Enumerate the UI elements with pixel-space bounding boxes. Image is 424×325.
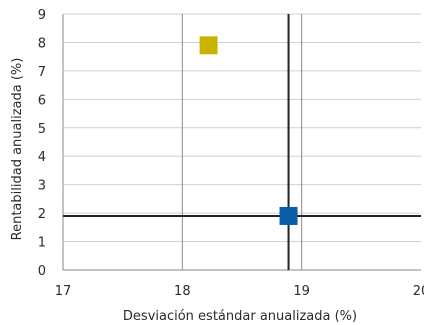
y-tick-label: 5: [38, 122, 46, 137]
y-tick-label: 4: [38, 150, 46, 165]
grid: [63, 13, 421, 270]
y-axis-title: Rentabilidad anualizada (%): [10, 58, 25, 241]
y-tick-label: 2: [38, 207, 46, 222]
y-tick-label: 7: [38, 65, 46, 80]
x-tick-label: 20: [413, 284, 424, 299]
reference-lines: [63, 14, 421, 270]
x-tick-label: 17: [55, 284, 72, 299]
y-tick-label: 0: [38, 264, 46, 279]
data-points: [199, 36, 298, 225]
x-axis-title: Desviación estándar anualizada (%): [123, 309, 357, 324]
y-tick-labels: 0 1 2 3 4 5 6 7 8 9: [38, 8, 46, 279]
data-point-square: [279, 206, 298, 225]
y-tick-label: 3: [38, 179, 46, 194]
plot-frame: [62, 14, 421, 271]
data-point-square: [199, 36, 218, 55]
y-tick-label: 8: [38, 36, 46, 51]
y-tick-label: 6: [38, 93, 46, 108]
y-tick-label: 9: [38, 8, 46, 23]
x-tick-label: 19: [293, 284, 310, 299]
x-tick-label: 18: [174, 284, 191, 299]
y-tick-label: 1: [38, 236, 46, 251]
x-tick-labels: 17 18 19 20: [55, 284, 424, 299]
